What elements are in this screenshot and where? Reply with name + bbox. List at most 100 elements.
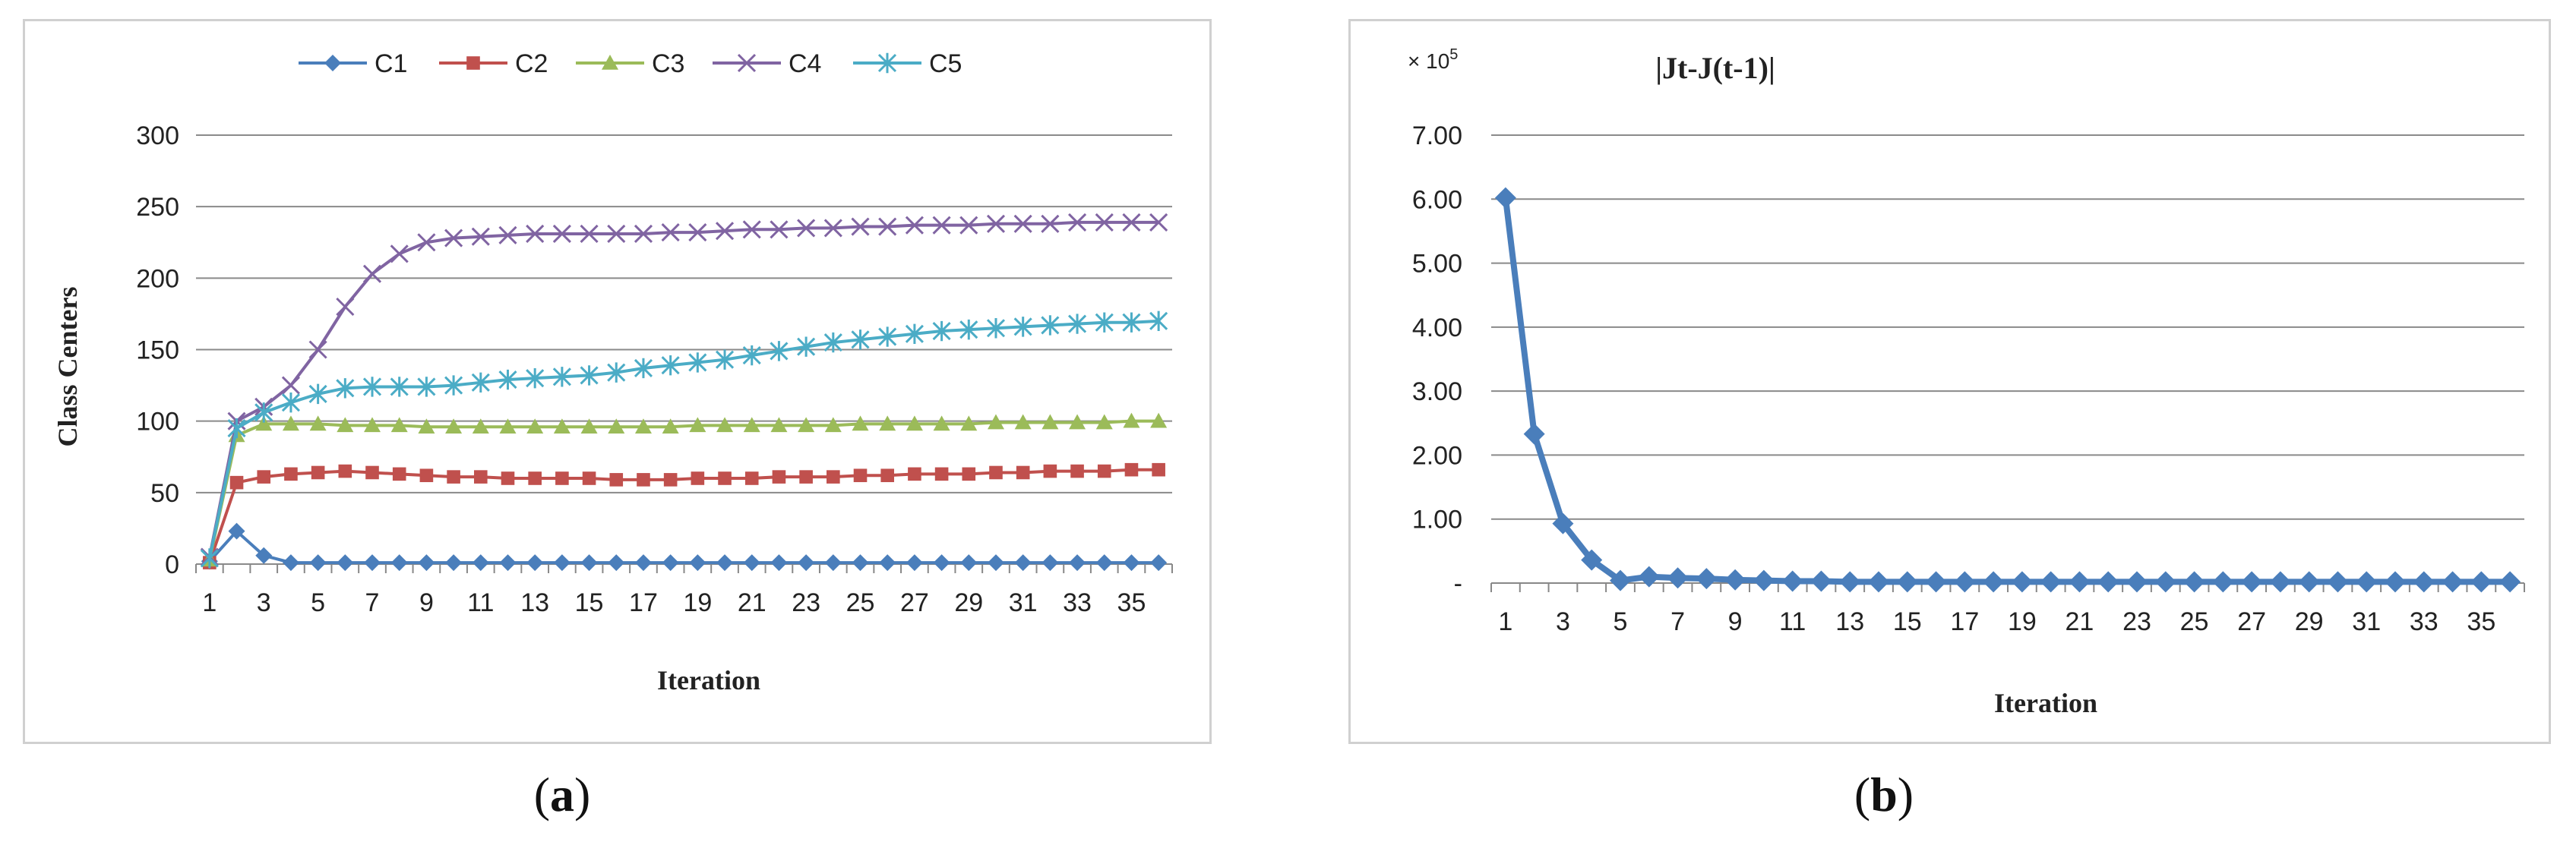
data-point <box>1095 554 1113 572</box>
chart-b-multiplier: × 105 <box>1408 46 1458 73</box>
x-tick-label: 7 <box>365 588 380 617</box>
data-point <box>797 219 816 238</box>
data-point <box>608 418 625 434</box>
data-point <box>498 369 517 390</box>
data-point <box>1839 571 1861 593</box>
data-point <box>933 554 950 572</box>
data-point <box>364 417 381 433</box>
data-point <box>1123 554 1140 572</box>
data-point <box>2069 571 2091 593</box>
legend-marker <box>324 55 341 71</box>
chart-b-y-tick-labels: - 1.00 2.00 3.00 4.00 5.00 6.00 7.00 <box>1412 121 1462 598</box>
data-point <box>418 554 435 572</box>
data-point <box>1069 414 1086 430</box>
data-point <box>1123 412 1140 428</box>
chart-b-series <box>1494 187 2521 593</box>
legend-marker <box>737 53 757 73</box>
legend-item-C3: C3 <box>576 49 684 78</box>
data-point <box>499 418 517 434</box>
data-point <box>637 473 650 487</box>
data-point <box>770 220 789 239</box>
data-point <box>309 554 327 572</box>
data-point <box>1868 571 1889 593</box>
data-point <box>255 547 273 564</box>
data-point <box>960 415 978 431</box>
data-point <box>906 554 923 572</box>
data-point <box>580 418 598 434</box>
data-point <box>662 418 679 434</box>
data-point <box>742 345 761 366</box>
series-line-0 <box>1494 187 2521 593</box>
data-point <box>688 352 707 373</box>
data-point <box>284 467 298 481</box>
data-point <box>1069 554 1086 572</box>
data-point <box>337 554 354 572</box>
data-point <box>582 471 596 485</box>
y-tick-label: 100 <box>136 408 179 437</box>
series-C3 <box>201 412 1168 567</box>
x-tick-label: 1 <box>202 588 217 617</box>
series-line <box>208 529 1159 565</box>
y-tick-label: 150 <box>136 336 179 365</box>
data-point <box>282 415 299 431</box>
chart-a-x-axis-label: Iteration <box>657 665 760 695</box>
data-point <box>311 465 325 480</box>
chart-a-legend: C1 C2 C3 C4 C5 <box>299 49 962 78</box>
x-tick-label: 9 <box>419 588 434 617</box>
x-tick-label: 23 <box>2122 607 2151 636</box>
data-point <box>1149 311 1168 332</box>
series-line <box>1502 197 2511 585</box>
data-point <box>553 418 571 434</box>
data-point <box>2327 571 2349 593</box>
data-point <box>879 415 896 431</box>
x-tick-label: 25 <box>846 588 875 617</box>
data-point <box>2499 571 2521 593</box>
data-point <box>609 473 624 487</box>
data-point <box>607 362 626 383</box>
y-tick-label: 3.00 <box>1412 377 1462 406</box>
y-tick-label: 0 <box>165 550 179 579</box>
data-point <box>501 471 515 485</box>
data-point <box>1013 317 1032 337</box>
data-point <box>661 223 680 242</box>
data-point <box>853 468 868 483</box>
data-point <box>418 418 435 434</box>
data-point <box>906 415 923 431</box>
data-point <box>1041 554 1059 572</box>
x-tick-label: 13 <box>1835 607 1864 636</box>
data-point <box>1016 465 1030 480</box>
data-point <box>447 470 460 484</box>
x-tick-label: 21 <box>738 588 766 617</box>
data-point <box>444 229 463 248</box>
x-tick-label: 19 <box>2008 607 2037 636</box>
y-tick-label: 1.00 <box>1412 506 1462 534</box>
data-point <box>1095 213 1114 232</box>
data-point <box>1696 568 1718 590</box>
legend-label: C4 <box>789 49 821 78</box>
x-tick-label: 35 <box>2467 607 2495 636</box>
data-point <box>1041 214 1060 233</box>
data-point <box>663 473 678 487</box>
data-point <box>390 244 409 263</box>
data-point <box>1122 312 1141 333</box>
x-tick-label: 7 <box>1670 607 1685 636</box>
data-point <box>1150 554 1168 572</box>
data-point <box>851 217 870 236</box>
data-point <box>1068 213 1087 232</box>
x-tick-label: 11 <box>1779 607 1806 636</box>
data-point <box>254 402 273 423</box>
data-point <box>634 358 653 379</box>
data-point <box>228 522 245 540</box>
series-C4 <box>200 213 1168 566</box>
data-point <box>986 318 1006 339</box>
series-line <box>207 419 1159 560</box>
data-point <box>1013 214 1032 233</box>
data-point <box>798 554 815 572</box>
data-point <box>281 376 300 395</box>
data-point <box>691 471 705 485</box>
y-tick-label: 2.00 <box>1412 441 1462 470</box>
data-point <box>661 355 680 376</box>
data-point <box>390 417 408 433</box>
data-point <box>959 216 978 235</box>
